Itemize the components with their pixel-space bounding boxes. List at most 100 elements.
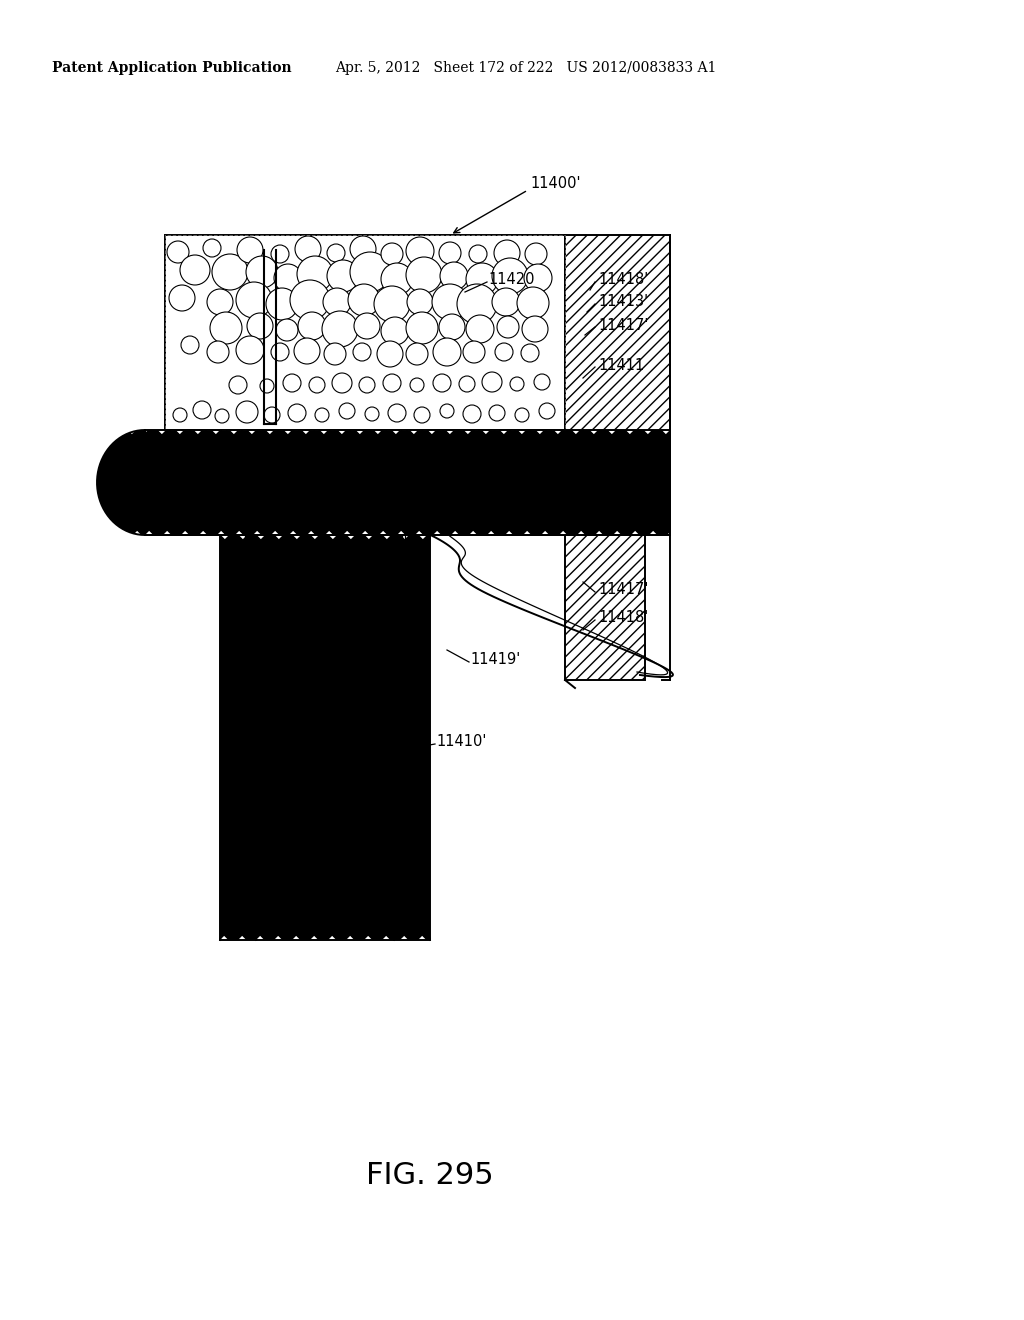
- Circle shape: [466, 263, 498, 294]
- Circle shape: [482, 372, 502, 392]
- Circle shape: [236, 282, 272, 318]
- Circle shape: [236, 401, 258, 422]
- Circle shape: [489, 405, 505, 421]
- Text: 11411: 11411: [598, 358, 644, 372]
- Circle shape: [327, 244, 345, 261]
- Circle shape: [410, 378, 424, 392]
- Circle shape: [180, 255, 210, 285]
- Text: 11410': 11410': [436, 734, 486, 750]
- Circle shape: [271, 246, 289, 263]
- Circle shape: [207, 341, 229, 363]
- Text: 11413': 11413': [598, 294, 648, 309]
- Bar: [165, 235, 565, 430]
- Circle shape: [492, 257, 528, 294]
- Text: FIG. 295: FIG. 295: [367, 1160, 494, 1189]
- Circle shape: [433, 374, 451, 392]
- Text: Apr. 5, 2012   Sheet 172 of 222   US 2012/0083833 A1: Apr. 5, 2012 Sheet 172 of 222 US 2012/00…: [335, 61, 717, 75]
- Bar: [165, 235, 565, 430]
- Circle shape: [374, 286, 410, 322]
- Circle shape: [295, 236, 321, 261]
- Circle shape: [463, 405, 481, 422]
- Circle shape: [339, 403, 355, 418]
- Bar: [145, 430, 670, 535]
- Circle shape: [433, 338, 461, 366]
- Circle shape: [315, 408, 329, 422]
- Circle shape: [377, 341, 403, 367]
- Circle shape: [463, 341, 485, 363]
- Bar: [220, 535, 430, 940]
- Polygon shape: [97, 430, 145, 535]
- Circle shape: [440, 404, 454, 418]
- Circle shape: [440, 261, 468, 290]
- Circle shape: [510, 378, 524, 391]
- Circle shape: [439, 314, 465, 341]
- Circle shape: [521, 345, 539, 362]
- Circle shape: [323, 288, 351, 315]
- Circle shape: [297, 256, 333, 292]
- Circle shape: [432, 284, 468, 319]
- Circle shape: [353, 343, 371, 360]
- Bar: [220, 535, 430, 940]
- Circle shape: [266, 288, 298, 319]
- Circle shape: [524, 264, 552, 292]
- Circle shape: [276, 319, 298, 341]
- Circle shape: [274, 264, 302, 292]
- Text: 11420: 11420: [488, 272, 535, 288]
- Circle shape: [264, 407, 280, 422]
- Circle shape: [193, 401, 211, 418]
- Circle shape: [534, 374, 550, 389]
- Circle shape: [406, 312, 438, 345]
- Circle shape: [497, 315, 519, 338]
- Circle shape: [173, 408, 187, 422]
- Text: 11418': 11418': [598, 610, 648, 626]
- Circle shape: [359, 378, 375, 393]
- Circle shape: [381, 317, 409, 345]
- Circle shape: [207, 289, 233, 315]
- Circle shape: [283, 374, 301, 392]
- Text: Patent Application Publication: Patent Application Publication: [52, 61, 292, 75]
- Circle shape: [414, 407, 430, 422]
- Circle shape: [381, 263, 413, 294]
- Circle shape: [324, 343, 346, 366]
- Circle shape: [354, 313, 380, 339]
- Circle shape: [383, 374, 401, 392]
- Circle shape: [406, 343, 428, 366]
- Circle shape: [348, 284, 380, 315]
- Circle shape: [229, 376, 247, 393]
- Circle shape: [381, 243, 403, 265]
- Circle shape: [327, 260, 359, 292]
- Circle shape: [290, 280, 330, 319]
- Circle shape: [169, 285, 195, 312]
- Circle shape: [236, 337, 264, 364]
- Bar: [565, 235, 670, 535]
- Text: 11417': 11417': [598, 318, 648, 333]
- Circle shape: [439, 242, 461, 264]
- Bar: [565, 535, 645, 680]
- Circle shape: [203, 239, 221, 257]
- Circle shape: [212, 253, 248, 290]
- Circle shape: [539, 403, 555, 418]
- Circle shape: [167, 242, 189, 263]
- Circle shape: [309, 378, 325, 393]
- Circle shape: [459, 376, 475, 392]
- Circle shape: [181, 337, 199, 354]
- Circle shape: [494, 240, 520, 267]
- Circle shape: [246, 256, 278, 288]
- Circle shape: [215, 409, 229, 422]
- Circle shape: [294, 338, 319, 364]
- Circle shape: [210, 312, 242, 345]
- Circle shape: [288, 404, 306, 422]
- Circle shape: [298, 312, 326, 341]
- Circle shape: [350, 236, 376, 261]
- Circle shape: [525, 243, 547, 265]
- Circle shape: [406, 257, 442, 293]
- Circle shape: [492, 288, 520, 315]
- Text: 11400': 11400': [530, 176, 581, 190]
- Circle shape: [495, 343, 513, 360]
- Text: 11419': 11419': [470, 652, 520, 668]
- Circle shape: [406, 238, 434, 265]
- Circle shape: [247, 313, 273, 339]
- Bar: [220, 535, 430, 940]
- Text: 11418': 11418': [598, 272, 648, 288]
- Circle shape: [457, 284, 497, 323]
